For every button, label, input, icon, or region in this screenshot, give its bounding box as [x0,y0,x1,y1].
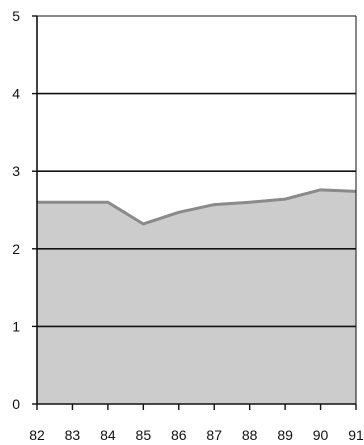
data-point-84 [107,201,109,203]
x-tick-label-87: 87 [206,427,222,443]
y-tick-label-0: 0 [12,396,20,412]
y-tick-label-4: 4 [12,86,20,102]
chart-frame [36,15,357,405]
x-tick-label-85: 85 [136,427,152,443]
y-axis-ticks: 0 1 2 3 4 5 [12,8,37,412]
y-tick-label-1: 1 [12,318,20,334]
x-tick-label-86: 86 [171,427,187,443]
y-tick-label-3: 3 [12,163,20,179]
y-tick-label-2: 2 [12,241,20,257]
x-tick-label-82: 82 [29,427,45,443]
data-point-88 [249,201,251,203]
gridlines [37,92,356,328]
data-point-83 [71,201,73,203]
data-point-85 [142,223,144,225]
x-tick-label-83: 83 [65,427,81,443]
x-axis-ticks: 82 83 84 85 86 87 88 89 90 91 [29,404,364,443]
x-tick-label-84: 84 [100,427,116,443]
data-point-90 [320,189,322,191]
series-line [37,188,357,226]
x-tick-label-90: 90 [313,427,329,443]
x-tick-label-91: 91 [348,427,364,443]
data-point-86 [178,211,180,213]
y-tick-label-5: 5 [12,8,20,24]
data-point-87 [213,204,215,206]
data-point-89 [284,198,286,200]
x-tick-label-88: 88 [242,427,258,443]
x-tick-label-89: 89 [277,427,293,443]
area-fill [37,189,356,404]
plot-area [37,188,357,404]
